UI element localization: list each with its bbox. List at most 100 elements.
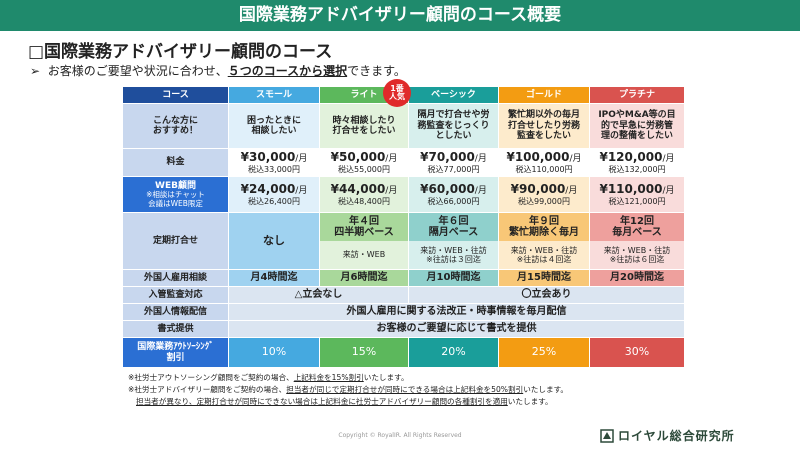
row-label: WEB顧問 ※相談はチャット 会議はWEB限定 — [122, 176, 229, 213]
copyright: Copyright © RoyalIR. All Rights Reserved — [338, 432, 462, 439]
price: ¥30,000/月 — [230, 150, 319, 165]
price: ¥50,000/月 — [321, 150, 408, 165]
cell-line: 30% — [624, 345, 650, 359]
row-label: 入管監査対応 — [122, 286, 229, 304]
corner-cell: コース — [122, 86, 229, 104]
meeting-note-line: ※往訪は６回迄 — [609, 255, 665, 264]
course-table: コース スモール ライト ベーシック ゴールド プラチナ こんな方に おすすめ！ 困ったときに相… — [122, 86, 685, 368]
title-band: 国際業務アドバイザリー顧問のコース概要 — [0, 0, 800, 31]
cell-line: 月15時間迄 — [517, 272, 571, 284]
price-value: ¥100,000 — [506, 150, 570, 164]
table-row: こんな方に おすすめ！ 困ったときに 相談したい 時々相談したり 打合せをしたい 隔月で打合… — [122, 103, 685, 149]
meeting-note: 来訪・WEB・往訪 ※往訪は４回迄 — [500, 241, 589, 269]
subtitle: □国際業務アドバイザリー顧問のコース — [28, 42, 333, 62]
table-cell: 隔月で打合せや労 務監査をじっくり としたい — [408, 103, 499, 149]
tax-price: 税込55,000円 — [338, 164, 390, 174]
meeting-line: 年12回 — [620, 215, 654, 227]
lead-text: できます。 — [347, 64, 406, 78]
cell-line: 20% — [441, 345, 466, 359]
table-cell: 年９回 繁忙期除く毎月 来訪・WEB・往訪 ※往訪は４回迄 — [498, 212, 590, 270]
table-cell: ¥90,000/月 税込99,000円 — [498, 176, 590, 213]
note-text: いたします。 — [363, 373, 409, 382]
price-value: ¥60,000 — [420, 182, 475, 196]
table-cell: 月20時間迄 — [589, 269, 685, 287]
price-value: ¥44,000 — [330, 182, 386, 196]
price-value: ¥120,000 — [599, 150, 663, 164]
cell-line: 監査をしたい — [516, 131, 571, 142]
cell-line: 25% — [531, 345, 557, 359]
cell-line: お客様のご要望に応じて書式を提供 — [376, 323, 537, 335]
meeting-main: 年12回 毎月ベース — [590, 213, 684, 241]
table-row: 入管監査対応 △立会なし 〇立会あり — [122, 286, 685, 304]
note-text: 担当者が異なり、定期打合せが同時にできない場合は上記料金に社労士アドバイザリー顧… — [136, 397, 508, 406]
meeting-line: 毎月ベース — [612, 227, 662, 238]
price-unit: /月 — [295, 186, 308, 196]
price-value: ¥110,000 — [599, 182, 663, 196]
cell-line: 外国人雇用に関する法改正・時事情報を毎月配信 — [346, 306, 567, 318]
table-cell: ¥100,000/月 税込110,000円 — [498, 148, 590, 177]
label-line: 外国人雇用相談 — [143, 272, 207, 283]
meeting-line: なし — [263, 233, 285, 247]
badge-text: 1番 — [390, 83, 404, 93]
cell-line: 15% — [351, 345, 377, 359]
table-cell: ¥50,000/月 税込55,000円 — [319, 148, 409, 177]
cell-line: 打合せをしたい — [332, 126, 396, 136]
note-text: いたします。 — [507, 397, 553, 406]
price: ¥44,000/月 — [321, 182, 408, 197]
meeting-note-line: 来訪・WEB — [342, 250, 386, 260]
label-line: 外国人情報配信 — [143, 306, 207, 317]
label-line: 入管監査対応 — [148, 289, 203, 300]
label-line: 割引 — [166, 352, 185, 363]
row-label: 料金 — [122, 148, 229, 177]
meeting-note-line: 来訪・WEB・往訪 — [510, 245, 578, 255]
note: 担当者が異なり、定期打合せが同時にできない場合は上記料金に社労士アドバイザリー顧… — [128, 396, 568, 408]
course-header: ベーシック — [408, 86, 499, 104]
cell-line: 月6時間迄 — [340, 272, 388, 284]
meeting-line: 繁忙期除く毎月 — [509, 227, 579, 238]
price-value: ¥30,000 — [240, 150, 296, 164]
price-unit: /月 — [474, 186, 487, 196]
course-header: スモール — [228, 86, 320, 104]
meeting-note: 来訪・WEB・往訪 ※往訪は３回迄 — [410, 241, 498, 269]
meeting: 年９回 繁忙期除く毎月 来訪・WEB・往訪 ※往訪は４回迄 — [499, 213, 589, 269]
meeting-note: 来訪・WEB・往訪 ※往訪は６回迄 — [591, 241, 684, 269]
label-line: 会議はWEB限定 — [148, 198, 203, 208]
table-row: 書式提供 お客様のご要望に応じて書式を提供 — [122, 320, 685, 338]
notes: ※社労士アウトソーシング顧問をご契約の場合、上記料金を15%割引いたします。 ※社… — [128, 372, 568, 408]
lead-emphasis: ５つのコースから選択 — [227, 64, 348, 78]
label-line: 定期打合せ — [152, 235, 198, 246]
tax-price: 税込33,000円 — [248, 164, 300, 174]
table-row: 外国人情報配信 外国人雇用に関する法改正・時事情報を毎月配信 — [122, 303, 685, 321]
tax-price: 税込121,000円 — [608, 196, 666, 206]
price: ¥100,000/月 — [500, 150, 589, 165]
meeting-line: 隔月ベース — [428, 227, 479, 238]
cell-line: 理の整備をしたい — [600, 131, 673, 142]
cell-line: 的で早急に労務管 — [600, 120, 673, 131]
note-text: をご契約の場合、 — [232, 373, 294, 382]
price-unit: /月 — [295, 154, 308, 164]
price-unit: /月 — [385, 186, 398, 196]
table-cell: ¥44,000/月 税込48,400円 — [319, 176, 409, 213]
price: ¥110,000/月 — [591, 182, 684, 197]
price-unit: /月 — [565, 186, 578, 196]
table-cell: ¥110,000/月 税込121,000円 — [589, 176, 685, 213]
cell-line: 月10時間迄 — [426, 272, 481, 284]
cell-line: 時々相談したり — [332, 115, 396, 126]
cell-line: 月4時間迄 — [250, 272, 298, 284]
logo-text: ロイヤル総合研究所 — [618, 429, 735, 443]
note-text: ※社労士アドバイザリー顧問をご契約の場合、 — [128, 385, 287, 394]
price: ¥60,000/月 — [410, 182, 498, 197]
table-cell: 20% — [408, 337, 499, 368]
price-value: ¥90,000 — [510, 182, 566, 196]
meeting-note-line: 来訪・WEB・往訪 — [420, 245, 487, 255]
tax-price: 税込132,000円 — [608, 164, 666, 174]
meeting: 年６回 隔月ベース 来訪・WEB・往訪 ※往訪は３回迄 — [409, 213, 498, 269]
row-label: 外国人情報配信 — [122, 303, 229, 321]
table-cell: なし — [228, 212, 320, 270]
table-cell: 月10時間迄 — [408, 269, 499, 287]
tax-price: 税込99,000円 — [518, 196, 570, 206]
popular-badge: 1番 人気 — [383, 79, 411, 107]
table-cell: 月15時間迄 — [498, 269, 590, 287]
lead: ➢ お客様のご要望や状況に合わせ、５つのコースから選択できます。 — [30, 62, 406, 79]
